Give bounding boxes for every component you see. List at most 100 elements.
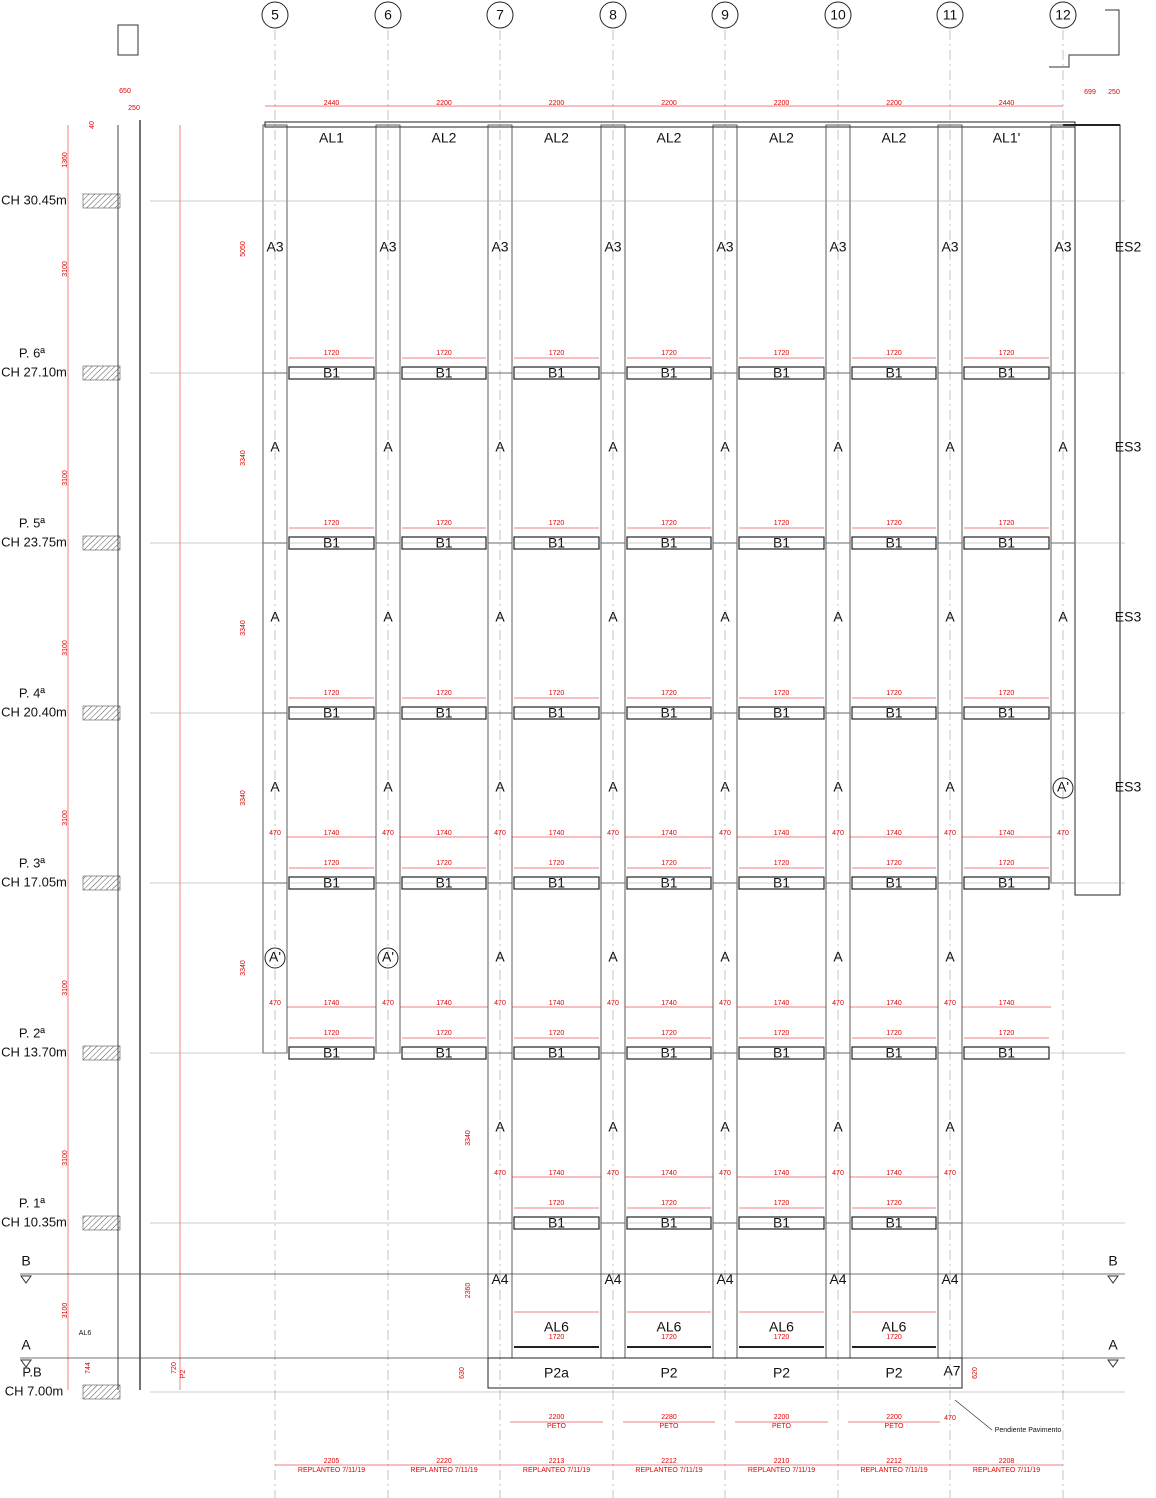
column-label: A: [833, 779, 843, 795]
bay-dim: 1740: [436, 1000, 452, 1007]
beam-label: B1: [998, 875, 1015, 891]
column-label: A: [608, 1119, 618, 1135]
column-label: A: [270, 779, 280, 795]
beam-dim: 1720: [999, 350, 1015, 357]
beam-label: B1: [885, 1045, 902, 1061]
replanteo-text: REPLANTEO 7/11/19: [523, 1467, 590, 1474]
peto-dim: 2280: [661, 1414, 677, 1421]
axis-label: 7: [496, 7, 504, 23]
side-panel-label: ES3: [1115, 439, 1142, 455]
story-height: 3100: [62, 1303, 69, 1319]
axis-bubble: [824, 1, 852, 29]
beam-label: B1: [323, 875, 340, 891]
column-label: A3: [1054, 239, 1071, 255]
top-dim: 2440: [999, 100, 1015, 107]
roof-panel-label: AL2: [769, 130, 794, 146]
base-end: A7: [943, 1363, 960, 1379]
column-dim: 470: [832, 1000, 844, 1007]
beam-dim: 1720: [324, 1030, 340, 1037]
beam-dim: 1720: [549, 860, 565, 867]
axis-bubble: [261, 1, 289, 29]
replanteo-text: REPLANTEO 7/11/19: [298, 1467, 365, 1474]
column-label: A: [833, 439, 843, 455]
level-marker-triangle: [20, 1275, 32, 1284]
beam-dim: 1720: [886, 350, 902, 357]
beam-label: B1: [548, 705, 565, 721]
replanteo-dim: 2212: [886, 1458, 902, 1465]
level-name: P. 3ª: [19, 855, 45, 870]
replanteo-dim: 2210: [774, 1458, 790, 1465]
beam-dim: 1720: [436, 350, 452, 357]
bay-dim: 1740: [886, 1000, 902, 1007]
column-label: A: [720, 779, 730, 795]
side-panel-label: ES2: [1115, 239, 1142, 255]
beam-label: B1: [885, 705, 902, 721]
beam-dim: 1720: [436, 520, 452, 527]
column-label: A4: [941, 1271, 958, 1287]
roof-panel-label: AL1: [319, 130, 344, 146]
column-dim: 470: [607, 1000, 619, 1007]
slab-hatch: [82, 1045, 121, 1061]
column-dim: 470: [832, 830, 844, 837]
column-strip: [937, 542, 963, 714]
level-elevation: CH 23.75m: [1, 534, 67, 549]
bay-dim: 1740: [661, 1170, 677, 1177]
level-name: P. 2ª: [19, 1025, 45, 1040]
band-height: 3340: [240, 960, 247, 976]
beam-dim: 1720: [549, 1030, 565, 1037]
peto-text: PETO: [885, 1423, 904, 1430]
beam-dim: 1720: [886, 690, 902, 697]
beam-label: AL6: [544, 1319, 569, 1335]
roof-panel-label: AL2: [657, 130, 682, 146]
beam-dim: 1720: [774, 1334, 790, 1341]
column-label: A: [1058, 439, 1068, 455]
axis-bubble: [486, 1, 514, 29]
beam-label: B1: [548, 1215, 565, 1231]
level-elevation: CH 17.05m: [1, 874, 67, 889]
beam-dim: 1720: [549, 350, 565, 357]
roof-panel-label: AL2: [432, 130, 457, 146]
replanteo-text: REPLANTEO 7/11/19: [973, 1467, 1040, 1474]
column-callout: [264, 947, 286, 969]
band-height: 3340: [240, 450, 247, 466]
column-label: A: [608, 439, 618, 455]
column-dim: 470: [944, 830, 956, 837]
column-label: A: [495, 949, 505, 965]
column-strip: [825, 882, 851, 1054]
level-name: P. 5ª: [19, 515, 45, 530]
bay-dim: 1740: [999, 1000, 1015, 1007]
beam-label: B1: [660, 1045, 677, 1061]
column-label: A: [270, 439, 280, 455]
beam-label: B1: [660, 1215, 677, 1231]
column-label: A': [269, 949, 281, 965]
beam-dim: 1720: [774, 520, 790, 527]
leader: [954, 1399, 993, 1431]
beam-label: B1: [773, 875, 790, 891]
beam-label: B1: [548, 1045, 565, 1061]
level-elevation: CH 7.00m: [5, 1383, 64, 1398]
bay-dim: 1740: [549, 1170, 565, 1177]
band-height: 2360: [465, 1283, 472, 1299]
beam-label: B1: [773, 535, 790, 551]
column-label: A: [270, 609, 280, 625]
beam-dim: 1720: [886, 860, 902, 867]
beam-dim: 1720: [774, 860, 790, 867]
side-panel-label: ES3: [1115, 779, 1142, 795]
beam-dim: 1720: [549, 690, 565, 697]
beam-label: AL6: [657, 1319, 682, 1335]
column-label: A: [945, 779, 955, 795]
top-dim: 2200: [549, 100, 565, 107]
top-dim: 2200: [436, 100, 452, 107]
beam-label: B1: [885, 875, 902, 891]
column-dim: 470: [719, 830, 731, 837]
column-callout: [377, 947, 399, 969]
beam-dim: 1720: [436, 860, 452, 867]
axis-label: 12: [1055, 7, 1071, 23]
base-row: [487, 1357, 963, 1389]
beam-label: B1: [773, 1215, 790, 1231]
peto-end: 470: [944, 1415, 956, 1422]
column-dim: 470: [607, 830, 619, 837]
beam-dim: 1720: [661, 690, 677, 697]
column-dim: 470: [269, 830, 281, 837]
beam-label: B1: [885, 1215, 902, 1231]
